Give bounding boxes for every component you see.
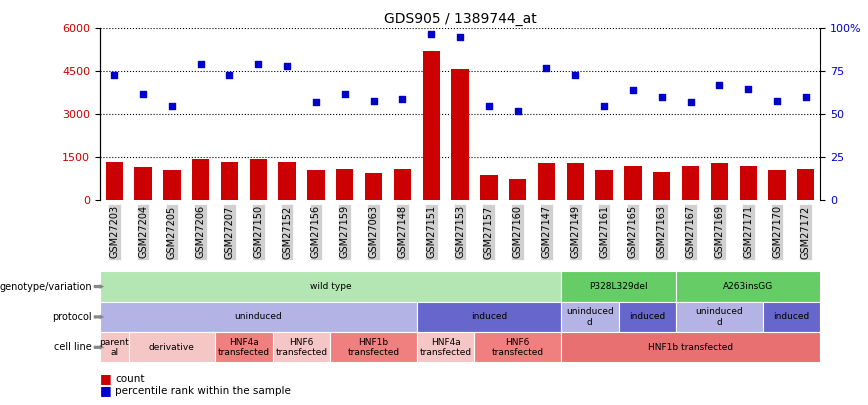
Bar [595, 171, 613, 200]
Point [108, 72, 122, 78]
Bar [423, 51, 440, 200]
Point [222, 72, 236, 78]
Bar [163, 171, 181, 200]
Text: uninduced
d: uninduced d [566, 307, 614, 326]
Bar [307, 171, 325, 200]
Text: HNF6
transfected: HNF6 transfected [275, 338, 327, 357]
Point [194, 61, 207, 68]
Text: percentile rank within the sample: percentile rank within the sample [115, 386, 292, 396]
Point [165, 102, 179, 109]
Bar [509, 179, 526, 200]
Text: induced: induced [629, 312, 666, 322]
Text: cell line: cell line [55, 342, 92, 352]
Text: HNF6
transfected: HNF6 transfected [491, 338, 543, 357]
Point [136, 90, 150, 97]
Text: uninduced
d: uninduced d [695, 307, 743, 326]
Point [654, 94, 668, 100]
Text: HNF4a
transfected: HNF4a transfected [218, 338, 270, 357]
Bar [451, 68, 469, 200]
Point [453, 34, 467, 40]
Bar [336, 169, 353, 200]
Text: genotype/variation: genotype/variation [0, 281, 92, 292]
Point [396, 96, 410, 102]
Point [741, 85, 755, 92]
Bar [567, 163, 584, 200]
Point [684, 99, 698, 106]
Bar [279, 162, 296, 200]
Bar [220, 162, 238, 200]
Text: uninduced: uninduced [234, 312, 282, 322]
Text: P328L329del: P328L329del [589, 282, 648, 291]
Bar [682, 166, 700, 200]
Bar [394, 169, 411, 200]
Bar [797, 169, 814, 200]
Text: HNF1b transfected: HNF1b transfected [648, 343, 733, 352]
Text: protocol: protocol [52, 312, 92, 322]
Bar [740, 166, 757, 200]
Bar [365, 173, 382, 200]
Text: wild type: wild type [310, 282, 352, 291]
Text: parent
al: parent al [99, 338, 129, 357]
Text: ■: ■ [100, 372, 112, 385]
Bar [624, 166, 641, 200]
Point [713, 82, 727, 88]
Bar [768, 171, 786, 200]
Text: A263insGG: A263insGG [723, 282, 773, 291]
Bar [711, 163, 728, 200]
Point [626, 87, 640, 94]
Bar [480, 175, 497, 200]
Point [597, 102, 611, 109]
Bar [135, 168, 152, 200]
Point [770, 97, 784, 104]
Text: HNF1b
transfected: HNF1b transfected [347, 338, 399, 357]
Bar [250, 159, 267, 200]
Bar [192, 159, 209, 200]
Bar [538, 163, 556, 200]
Point [482, 102, 496, 109]
Text: HNF4a
transfected: HNF4a transfected [419, 338, 471, 357]
Title: GDS905 / 1389744_at: GDS905 / 1389744_at [384, 12, 536, 26]
Point [424, 30, 438, 37]
Point [366, 97, 380, 104]
Point [252, 61, 266, 68]
Point [799, 94, 812, 100]
Text: count: count [115, 374, 145, 384]
Text: induced: induced [773, 312, 810, 322]
Point [338, 90, 352, 97]
Point [309, 99, 323, 106]
Point [510, 108, 524, 114]
Point [540, 65, 554, 71]
Bar [653, 172, 670, 200]
Text: derivative: derivative [149, 343, 194, 352]
Point [569, 72, 582, 78]
Bar [106, 162, 123, 200]
Text: induced: induced [470, 312, 507, 322]
Point [280, 63, 294, 70]
Text: ■: ■ [100, 384, 112, 397]
